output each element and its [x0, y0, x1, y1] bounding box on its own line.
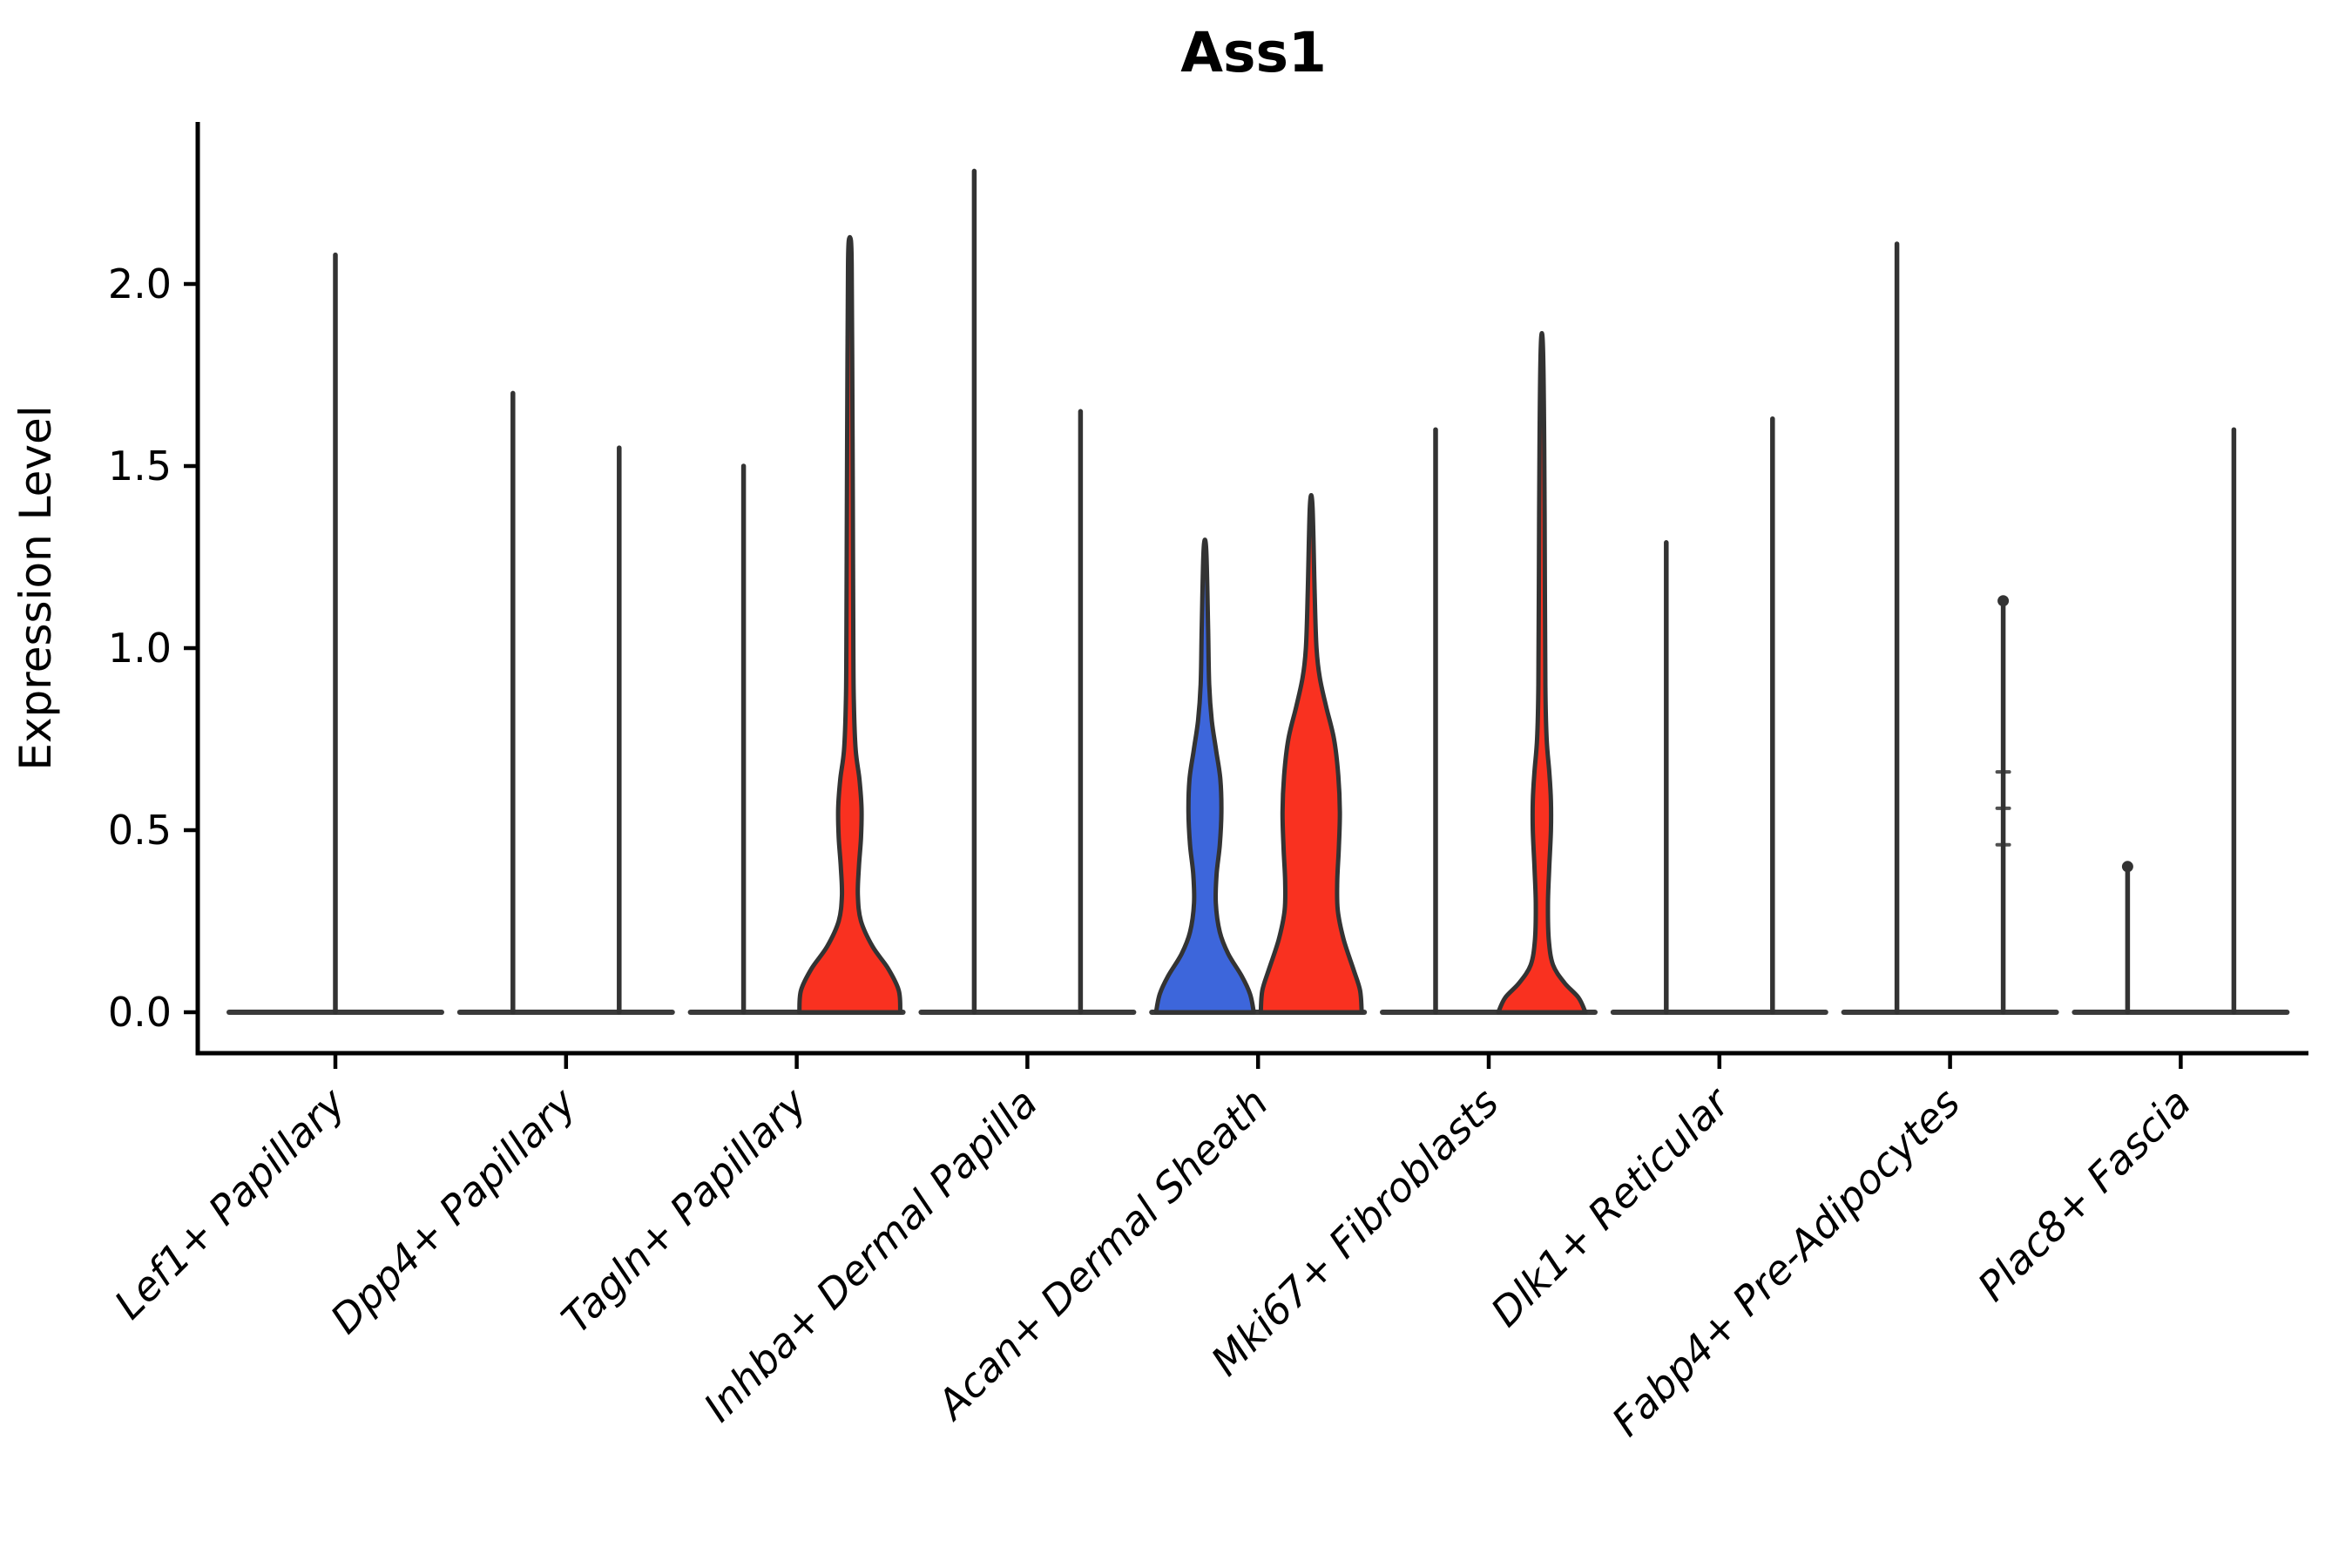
y-tick-label: 1.0: [108, 625, 172, 672]
chart-title: Ass1: [1180, 21, 1327, 84]
violin-group: [456, 390, 675, 1015]
y-tick-label: 2.0: [108, 260, 172, 308]
x-tick-label: Dlk1+ Reticular: [1482, 1077, 1740, 1335]
violin-shape: [1496, 330, 1588, 1015]
violin-group: [918, 168, 1137, 1015]
y-axis-label: Expression Level: [10, 405, 61, 770]
violin-shape: [1153, 537, 1256, 1015]
violin-group: [2072, 427, 2290, 1015]
violin-group: [226, 252, 444, 1015]
x-tick-label: Tagln+ Papillary: [552, 1078, 816, 1342]
y-tick-label: 0.0: [108, 989, 172, 1036]
x-tick-label: Lef1+ Papillary: [105, 1078, 355, 1328]
x-tick-label: Plac8+ Fascia: [1969, 1079, 2200, 1310]
violin-shape: [797, 234, 902, 1015]
violin-group: [1149, 492, 1368, 1015]
y-tick-label: 0.5: [108, 807, 172, 854]
violin-group: [687, 234, 906, 1015]
spike-top-knob: [1997, 595, 2010, 607]
x-tick-label: Dpp4+ Papillary: [321, 1078, 585, 1342]
y-tick-label: 1.5: [108, 443, 172, 490]
spike-top-knob: [2121, 861, 2133, 873]
violin-group: [1610, 416, 1828, 1015]
violin-group: [1380, 330, 1598, 1015]
violin-shape: [1258, 492, 1364, 1015]
violin-group: [1841, 241, 2059, 1015]
